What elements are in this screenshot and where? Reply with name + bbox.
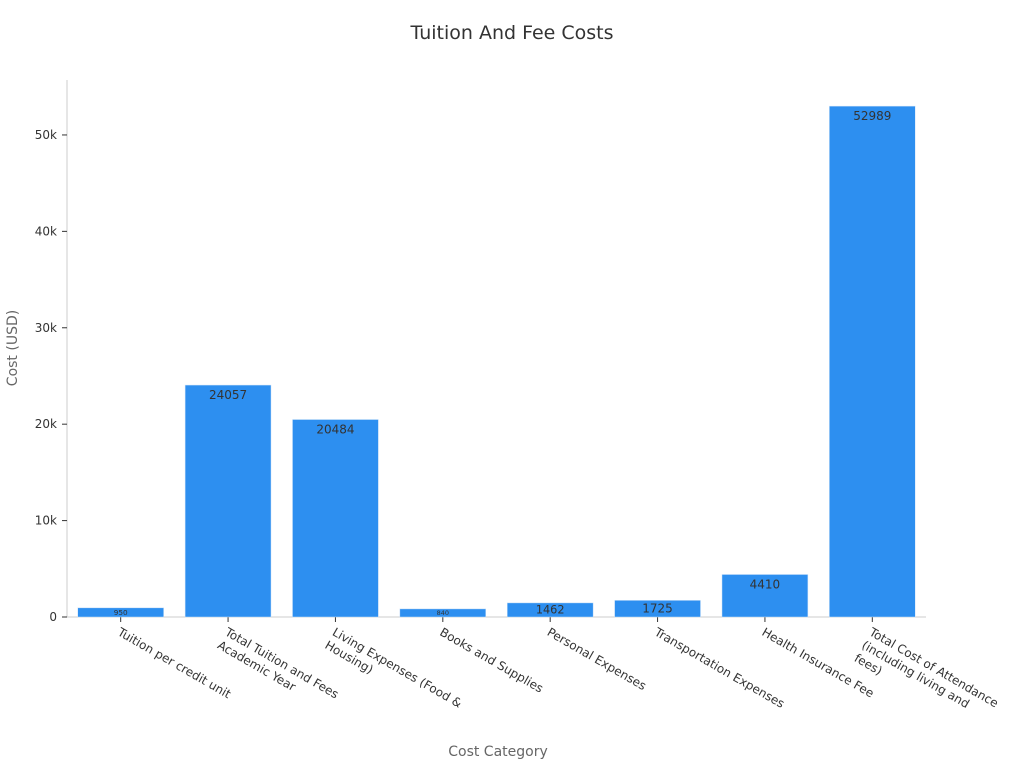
y-tick-label: 0 xyxy=(49,610,57,624)
value-label: 24057 xyxy=(209,388,247,402)
bar xyxy=(614,600,701,618)
y-tick-label: 40k xyxy=(35,224,57,238)
bar xyxy=(721,574,809,618)
y-tick-label: 50k xyxy=(35,128,57,142)
bar xyxy=(184,384,272,618)
y-tick-label: 10k xyxy=(35,514,57,528)
bar xyxy=(292,419,379,618)
value-label: 20484 xyxy=(316,423,354,437)
value-label: 4410 xyxy=(750,577,781,591)
value-label: 52989 xyxy=(853,109,891,123)
y-tick-label: 20k xyxy=(35,417,57,431)
y-tick-label: 30k xyxy=(35,321,57,335)
x-tick-label: Total Tuition and FeesAcademic Year xyxy=(214,624,341,714)
y-axis-label: Cost (USD) xyxy=(5,310,21,386)
value-label: 840 xyxy=(437,609,449,617)
x-tick-label: Tuition per credit unit xyxy=(114,624,233,701)
bar xyxy=(399,608,487,618)
value-label: 1725 xyxy=(642,602,673,616)
x-axis-label: Cost Category xyxy=(448,744,548,760)
bar xyxy=(77,607,164,618)
value-label: 950 xyxy=(114,608,128,617)
x-tick-label: Personal Expenses xyxy=(545,625,649,693)
bar xyxy=(829,105,916,618)
x-tick-label: Total Cost of Attendance(including livin… xyxy=(851,624,1001,736)
x-tick-label: Books and Supplies xyxy=(437,625,545,696)
chart-title: Tuition And Fee Costs xyxy=(409,22,613,44)
value-label: 1462 xyxy=(536,604,565,617)
bar xyxy=(506,602,594,618)
